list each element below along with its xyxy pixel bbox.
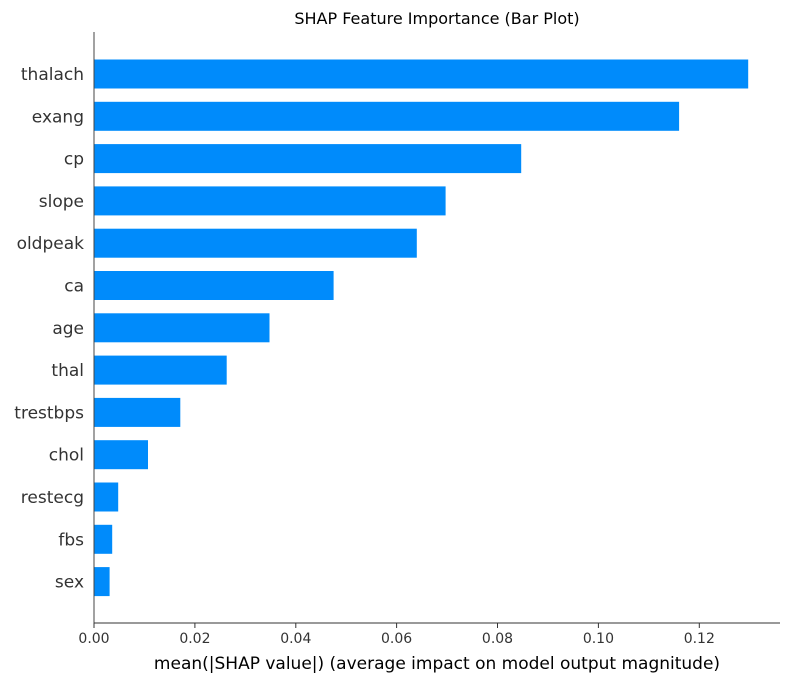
x-tick-label: 0.08	[482, 631, 513, 647]
y-tick-label-oldpeak: oldpeak	[17, 234, 85, 254]
y-tick-label-thalach: thalach	[21, 65, 84, 85]
y-tick-label-sex: sex	[55, 573, 84, 593]
y-tick-label-slope: slope	[39, 192, 84, 212]
x-tick-label: 0.10	[583, 631, 614, 647]
bar-fbs	[94, 524, 113, 554]
bar-age	[94, 313, 270, 343]
y-tick-label-fbs: fbs	[58, 530, 84, 550]
bar-thalach	[94, 59, 749, 89]
y-tick-label-ca: ca	[64, 277, 84, 297]
y-tick-label-trestbps: trestbps	[14, 403, 84, 423]
x-tick-label: 0.12	[684, 631, 715, 647]
bars-layer	[94, 59, 749, 597]
y-tick-label-chol: chol	[49, 446, 84, 466]
bar-oldpeak	[94, 228, 417, 258]
bar-sex	[94, 567, 110, 597]
bar-ca	[94, 271, 334, 300]
y-tick-label-exang: exang	[32, 107, 84, 127]
bar-trestbps	[94, 397, 181, 427]
y-tick-label-age: age	[52, 319, 84, 339]
x-ticks: 0.00 0.02 0.04 0.06 0.08 0.10 0.12	[78, 623, 715, 647]
x-axis-label: mean(|SHAP value|) (average impact on mo…	[154, 654, 720, 674]
bar-slope	[94, 186, 446, 216]
x-tick-label: 0.04	[280, 631, 311, 647]
bar-chol	[94, 440, 148, 470]
y-tick-label-cp: cp	[64, 150, 84, 170]
bar-cp	[94, 144, 522, 174]
x-tick-label: 0.06	[381, 631, 412, 647]
x-tick-label: 0.02	[179, 631, 210, 647]
bar-restecg	[94, 482, 119, 512]
bar-exang	[94, 101, 680, 131]
bar-thal	[94, 355, 227, 385]
y-tick-labels: thalach exang cp slope oldpeak ca age thal trest…	[14, 65, 84, 593]
chart-title: SHAP Feature Importance (Bar Plot)	[294, 9, 579, 28]
x-tick-label: 0.00	[78, 631, 109, 647]
y-tick-label-restecg: restecg	[21, 488, 84, 508]
y-tick-label-thal: thal	[51, 361, 84, 381]
